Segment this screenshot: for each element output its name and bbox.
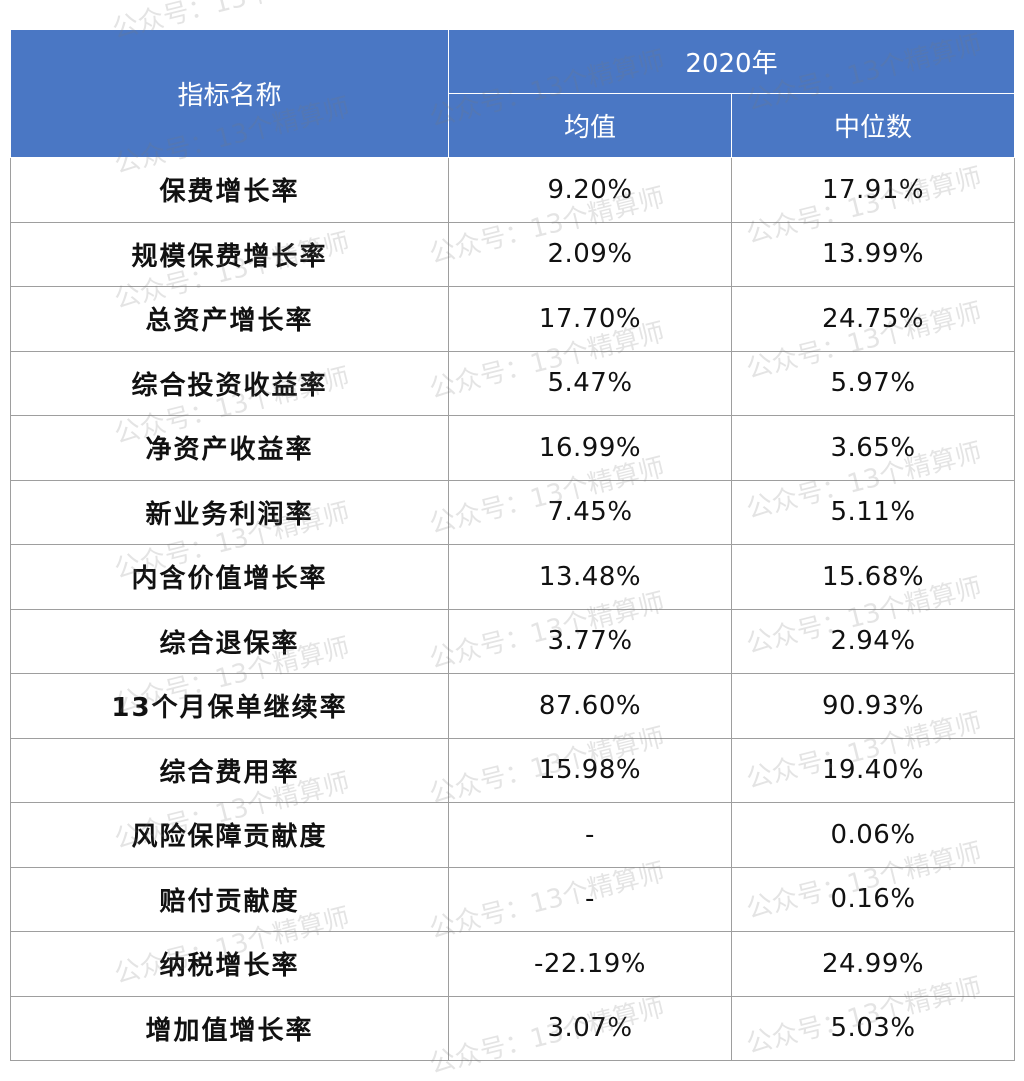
mean-value-cell: 3.07%: [448, 995, 732, 1061]
mean-value-cell: 2.09%: [448, 221, 732, 287]
mean-value-cell: 15.98%: [448, 737, 732, 803]
table-row: 内含价值增长率 13.48% 15.68%: [10, 544, 1016, 610]
table-row: 新业务利润率 7.45% 5.11%: [10, 479, 1016, 545]
indicator-name-cell: 保费增长率: [10, 157, 449, 223]
mean-value-cell: -: [448, 866, 732, 932]
indicator-name-cell: 13个月保单继续率: [10, 673, 449, 739]
table-row: 综合费用率 15.98% 19.40%: [10, 737, 1016, 803]
table-row: 规模保费增长率 2.09% 13.99%: [10, 221, 1016, 287]
metrics-table-container: 指标名称 2020年 均值 中位数 保费增长率 9.20% 17.91% 规模保费增长…: [10, 29, 1016, 1061]
median-value-cell: 0.06%: [730, 802, 1016, 868]
indicator-name-cell: 内含价值增长率: [10, 544, 449, 610]
mean-value-cell: 3.77%: [448, 608, 732, 674]
table-row: 纳税增长率 -22.19% 24.99%: [10, 931, 1016, 997]
indicator-name-cell: 综合费用率: [10, 737, 449, 803]
indicator-name-cell: 增加值增长率: [10, 995, 449, 1061]
median-value-cell: 13.99%: [730, 221, 1016, 287]
mean-value-cell: 13.48%: [448, 544, 732, 610]
table-row: 风险保障贡献度 -0.06%: [10, 802, 1016, 868]
indicator-name-cell: 规模保费增长率: [10, 221, 449, 287]
header-year: 2020年: [447, 29, 1016, 94]
table-row: 综合投资收益率 5.47% 5.97%: [10, 350, 1016, 416]
indicator-name-cell: 综合投资收益率: [10, 350, 449, 416]
indicator-name-cell: 净资产收益率: [10, 415, 449, 481]
mean-value-cell: 9.20%: [448, 157, 732, 223]
median-value-cell: 17.91%: [730, 157, 1016, 223]
table-row: 综合退保率 3.77% 2.94%: [10, 608, 1016, 674]
median-value-cell: 24.75%: [730, 286, 1016, 352]
table-row: 保费增长率 9.20% 17.91%: [10, 157, 1016, 223]
median-value-cell: 0.16%: [730, 866, 1016, 932]
header-indicator-name: 指标名称: [10, 29, 449, 158]
median-value-cell: 19.40%: [730, 737, 1016, 803]
mean-value-cell: 5.47%: [448, 350, 732, 416]
mean-value-cell: 87.60%: [448, 673, 732, 739]
header-median: 中位数: [730, 93, 1016, 158]
indicator-name-cell: 赔付贡献度: [10, 866, 449, 932]
indicator-name-cell: 纳税增长率: [10, 931, 449, 997]
mean-value-cell: 17.70%: [448, 286, 732, 352]
mean-value-cell: -: [448, 802, 732, 868]
median-value-cell: 5.11%: [730, 479, 1016, 545]
median-value-cell: 5.97%: [730, 350, 1016, 416]
median-value-cell: 24.99%: [730, 931, 1016, 997]
table-body: 保费增长率 9.20% 17.91% 规模保费增长率 2.09% 13.99% 总资产增长率…: [10, 157, 1016, 1061]
table-row: 增加值增长率 3.07% 5.03%: [10, 995, 1016, 1061]
table-row: 13个月保单继续率 87.60% 90.93%: [10, 673, 1016, 739]
table-row: 净资产收益率 16.99% 3.65%: [10, 415, 1016, 481]
median-value-cell: 15.68%: [730, 544, 1016, 610]
indicator-name-cell: 总资产增长率: [10, 286, 449, 352]
indicator-name-cell: 风险保障贡献度: [10, 802, 449, 868]
header-mean: 均值: [448, 93, 732, 158]
mean-value-cell: 16.99%: [448, 415, 732, 481]
indicator-name-cell: 新业务利润率: [10, 479, 449, 545]
median-value-cell: 3.65%: [730, 415, 1016, 481]
median-value-cell: 2.94%: [730, 608, 1016, 674]
mean-value-cell: -22.19%: [448, 931, 732, 997]
table-row: 赔付贡献度 -0.16%: [10, 866, 1016, 932]
median-value-cell: 90.93%: [730, 673, 1016, 739]
mean-value-cell: 7.45%: [448, 479, 732, 545]
table-row: 总资产增长率 17.70% 24.75%: [10, 286, 1016, 352]
metrics-table: 指标名称 2020年 均值 中位数 保费增长率 9.20% 17.91% 规模保费增长…: [10, 29, 1016, 1061]
median-value-cell: 5.03%: [730, 995, 1016, 1061]
indicator-name-cell: 综合退保率: [10, 608, 449, 674]
